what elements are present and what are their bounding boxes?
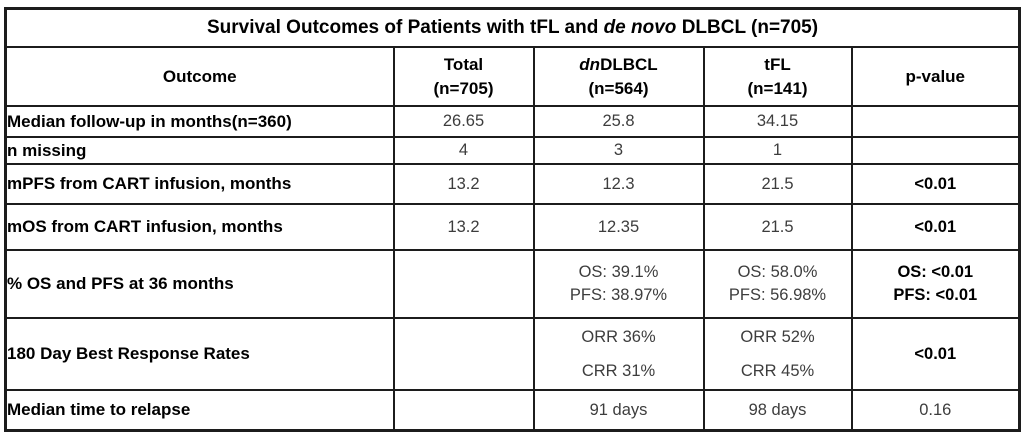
cell-pvalue: OS: <0.01 PFS: <0.01 — [850, 249, 1021, 319]
cell-tfl: 21.5 — [702, 163, 853, 205]
header-row: Outcome Total (n=705) dnDLBCL (n=564) tF… — [4, 46, 1021, 107]
cell-line-pfs: PFS: 56.98% — [728, 286, 827, 304]
cell-line-pfs-pvalue: PFS: <0.01 — [893, 286, 978, 304]
cell-tfl: 98 days — [702, 389, 853, 432]
cell-tfl: 21.5 — [702, 203, 853, 251]
cell-pvalue: <0.01 — [850, 163, 1021, 205]
table-row-mos: mOS from CART infusion, months 13.2 12.3… — [4, 203, 1021, 251]
cell-total: 13.2 — [392, 163, 535, 205]
cell-line-pfs: PFS: 38.97% — [569, 286, 668, 304]
col-header-total-line2: (n=705) — [433, 78, 494, 98]
cell-total — [392, 249, 535, 319]
cell-line-crr: CRR 31% — [581, 362, 656, 380]
cell-pvalue: <0.01 — [850, 317, 1021, 391]
col-header-dndlbcl-line2: (n=564) — [588, 78, 649, 98]
cell-dndlbcl: 91 days — [532, 389, 705, 432]
title-italic-de-novo: de novo — [603, 17, 677, 38]
cell-line-os-pvalue: OS: <0.01 — [897, 263, 974, 281]
cell-pvalue — [850, 136, 1021, 165]
cell-dndlbcl: ORR 36% CRR 31% — [532, 317, 705, 391]
row-label: Median time to relapse — [4, 389, 395, 432]
cell-dndlbcl: 25.8 — [532, 105, 705, 138]
cell-dndlbcl: 3 — [532, 136, 705, 165]
cell-line-orr: ORR 52% — [740, 328, 815, 346]
title-part1: Survival Outcomes of Patients with tFL a… — [206, 17, 604, 38]
cell-dndlbcl: 12.3 — [532, 163, 705, 205]
cell-dndlbcl: OS: 39.1% PFS: 38.97% — [532, 249, 705, 319]
cell-total: 13.2 — [392, 203, 535, 251]
cell-tfl: 34.15 — [702, 105, 853, 138]
col-header-tfl-line1: tFL — [764, 54, 791, 74]
cell-tfl: 1 — [702, 136, 853, 165]
cell-pvalue: <0.01 — [850, 203, 1021, 251]
row-label: 180 Day Best Response Rates — [4, 317, 395, 391]
col-header-outcome: Outcome — [4, 46, 395, 107]
cell-total — [392, 317, 535, 391]
row-label: % OS and PFS at 36 months — [4, 249, 395, 319]
col-header-tfl: tFL (n=141) — [702, 46, 853, 107]
row-label: mPFS from CART infusion, months — [4, 163, 395, 205]
cell-tfl: ORR 52% CRR 45% — [702, 317, 853, 391]
cell-line-crr: CRR 45% — [740, 362, 815, 380]
cell-line-os: OS: 39.1% — [578, 263, 659, 281]
cell-total: 4 — [392, 136, 535, 165]
col-header-total: Total (n=705) — [392, 46, 535, 107]
col-header-dndlbcl-line1: dnDLBCL — [536, 53, 702, 77]
survival-outcomes-table: Survival Outcomes of Patients with tFL a… — [4, 7, 1022, 432]
cell-line-os: OS: 58.0% — [737, 263, 818, 281]
table-row-median-relapse: Median time to relapse 91 days 98 days 0… — [4, 389, 1021, 432]
cell-total: 26.65 — [392, 105, 535, 138]
cell-tfl: OS: 58.0% PFS: 56.98% — [702, 249, 853, 319]
table-row-median-followup: Median follow-up in months(n=360) 26.65 … — [4, 105, 1021, 138]
table-title: Survival Outcomes of Patients with tFL a… — [4, 7, 1021, 48]
table-row-180day-response: 180 Day Best Response Rates ORR 36% CRR … — [4, 317, 1021, 391]
survival-outcomes-table-container: Survival Outcomes of Patients with tFL a… — [4, 7, 1022, 432]
row-label: Median follow-up in months(n=360) — [4, 105, 395, 138]
table-row-os-pfs-36months: % OS and PFS at 36 months OS: 39.1% PFS:… — [4, 249, 1021, 319]
title-row: Survival Outcomes of Patients with tFL a… — [4, 7, 1021, 48]
row-label: n missing — [4, 136, 395, 165]
col-header-dn-italic: dn — [579, 54, 601, 74]
cell-pvalue: 0.16 — [850, 389, 1021, 432]
col-header-tfl-line2: (n=141) — [747, 78, 808, 98]
table-row-n-missing: n missing 4 3 1 — [4, 136, 1021, 165]
col-header-dlbcl: DLBCL — [600, 54, 658, 74]
col-header-total-line1: Total — [443, 54, 484, 74]
col-header-dndlbcl: dnDLBCL (n=564) — [532, 46, 705, 107]
cell-line-orr: ORR 36% — [581, 328, 656, 346]
cell-total — [392, 389, 535, 432]
title-part2: DLBCL (n=705) — [676, 17, 819, 38]
row-label: mOS from CART infusion, months — [4, 203, 395, 251]
col-header-pvalue: p-value — [850, 46, 1021, 107]
table-row-mpfs: mPFS from CART infusion, months 13.2 12.… — [4, 163, 1021, 205]
cell-pvalue — [850, 105, 1021, 138]
cell-dndlbcl: 12.35 — [532, 203, 705, 251]
